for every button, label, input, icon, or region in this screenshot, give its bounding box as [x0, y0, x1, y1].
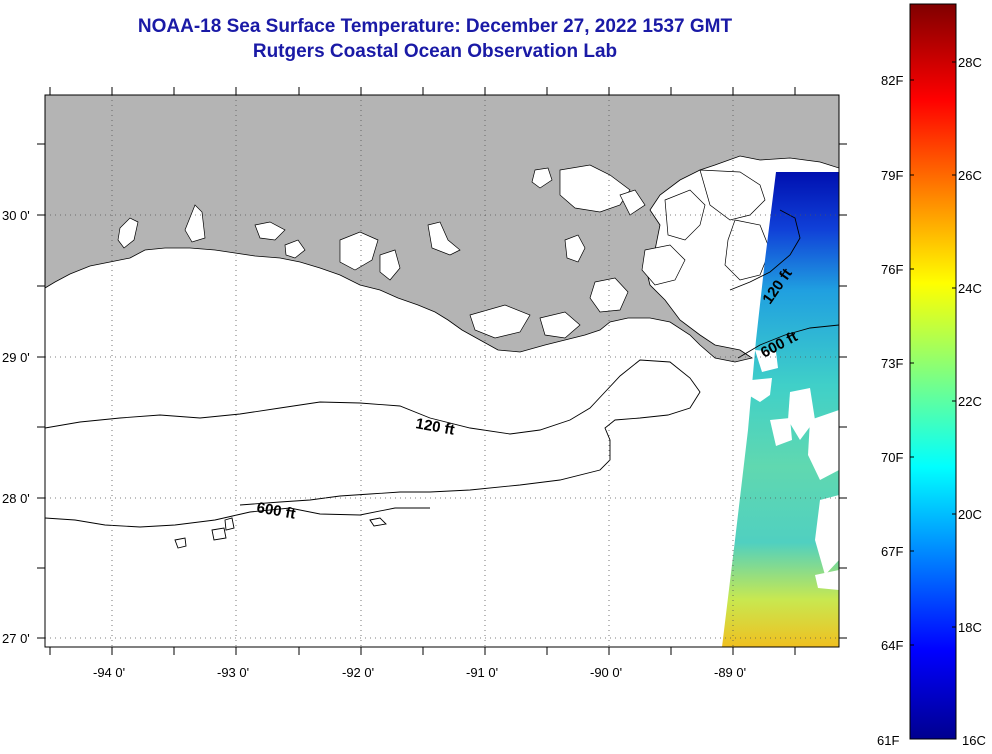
map-title: NOAA-18 Sea Surface Temperature: Decembe…	[137, 16, 733, 37]
colorbar-label-f: 64F	[881, 638, 903, 653]
colorbar	[909, 3, 957, 740]
lat-label: 29 0'	[2, 350, 30, 365]
colorbar-label-c: 18C	[958, 620, 982, 635]
graticule	[45, 95, 839, 647]
colorbar-label-f: 67F	[881, 544, 903, 559]
lon-label: -92 0'	[342, 665, 374, 680]
colorbar-label-f: 73F	[881, 356, 903, 371]
bathymetry-contours	[45, 209, 839, 549]
colorbar-label-c: 26C	[958, 168, 982, 183]
colorbar-label-c: 24C	[958, 281, 982, 296]
contour-label: 600 ft	[255, 499, 297, 523]
colorbar-ticks	[910, 61, 956, 646]
lon-label: -93 0'	[217, 665, 249, 680]
contour-600ft-west	[45, 507, 430, 528]
colorbar-label-c: 22C	[958, 394, 982, 409]
contour-label: 120 ft	[414, 415, 456, 439]
lat-label: 30 0'	[2, 208, 30, 223]
lon-label: -89 0'	[714, 665, 746, 680]
lon-label: -90 0'	[590, 665, 622, 680]
map-subtitle: Rutgers Coastal Ocean Observation Lab	[252, 41, 618, 62]
axis-ticks	[37, 87, 847, 655]
colorbar-label-c: 16C	[962, 733, 986, 748]
colorbar-label-f: 76F	[881, 262, 903, 277]
contour-120ft	[45, 359, 701, 506]
contour-600ft-east	[737, 324, 839, 359]
colorbar-label-f: 82F	[881, 73, 903, 88]
colorbar-label-f: 61F	[877, 733, 899, 748]
lon-label: -91 0'	[466, 665, 498, 680]
cloud-mask	[750, 350, 839, 590]
colorbar-label-f: 70F	[881, 450, 903, 465]
sst-swath	[722, 172, 839, 647]
contour-120ft-east	[729, 209, 801, 291]
colorbar-label-c: 28C	[958, 55, 982, 70]
lon-label: -94 0'	[93, 665, 125, 680]
colorbar-label-f: 79F	[881, 168, 903, 183]
inland-water	[117, 164, 771, 339]
lat-label: 28 0'	[2, 491, 30, 506]
colorbar-label-c: 20C	[958, 507, 982, 522]
lat-label: 27 0'	[2, 631, 30, 646]
map-frame	[44, 94, 840, 648]
